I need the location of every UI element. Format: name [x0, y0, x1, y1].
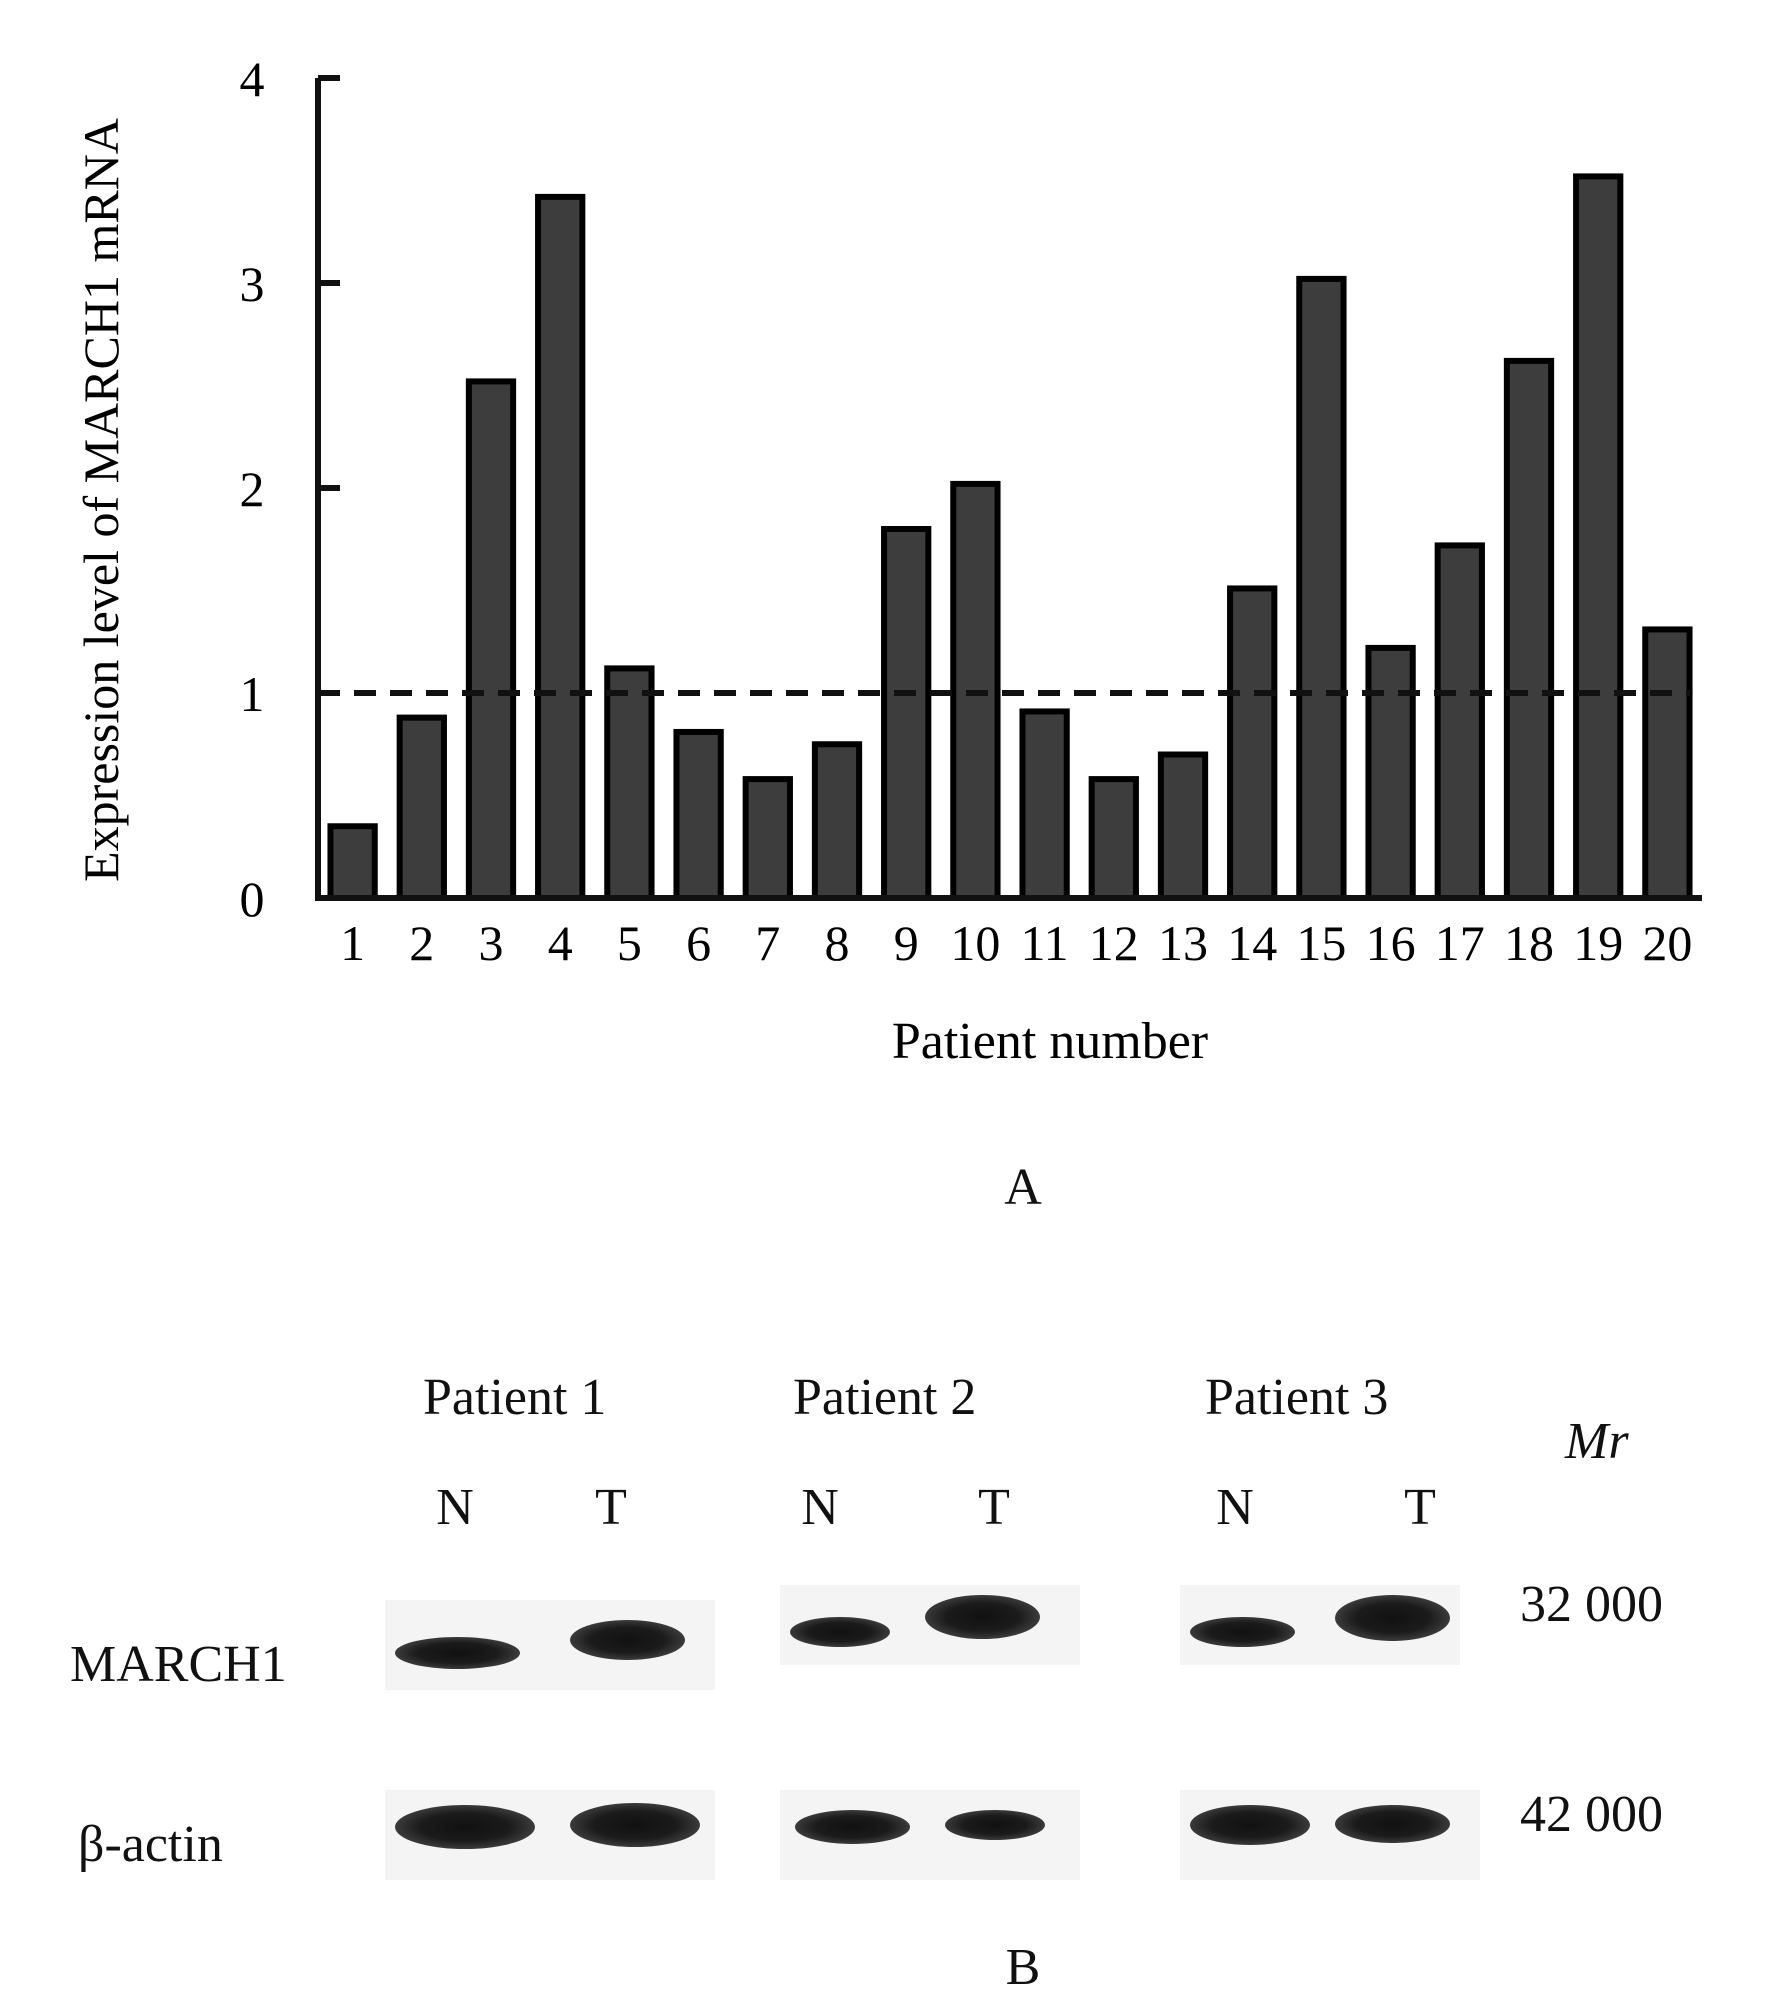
lane-label-p2-t: T	[978, 1479, 1010, 1536]
axes-group	[315, 78, 1702, 901]
march1-band-p3-n	[1190, 1617, 1295, 1647]
x-tick-label-1: 1	[340, 915, 365, 971]
bar-patient-13	[1157, 751, 1209, 901]
lane-label-p1-t: T	[595, 1479, 627, 1536]
lane-label-p3-t: T	[1404, 1479, 1436, 1536]
bar-patient-3	[465, 378, 517, 901]
x-tick-label-4: 4	[548, 915, 573, 971]
x-tick-label-14: 14	[1227, 915, 1277, 971]
march1-row-label: MARCH1	[70, 1636, 287, 1693]
x-tick-label-20: 20	[1642, 915, 1692, 971]
beta-actin-row-label: β-actin	[78, 1816, 223, 1873]
bar-patient-12	[1088, 776, 1139, 901]
march1-band-p2-t	[925, 1595, 1040, 1639]
panel-b-label: B	[1005, 1939, 1041, 1996]
march1-band-p2-n	[790, 1617, 890, 1647]
x-tick-label-6: 6	[686, 915, 711, 971]
y-tick-label-0: 0	[240, 871, 265, 927]
x-ticks-group: 1 2 3 4 5 6 7 8 9 10 11 12 13 14 15 16 17 18 19 20	[340, 915, 1692, 971]
x-tick-label-18: 18	[1504, 915, 1554, 971]
bar-patient-2	[396, 714, 447, 901]
bar-patient-18	[1503, 357, 1555, 901]
lane-label-p3-n: N	[1216, 1479, 1254, 1536]
patient-2-label: Patient 2	[793, 1369, 977, 1426]
y-tick-label-1: 1	[240, 666, 265, 722]
y-tick-label-2: 2	[240, 461, 265, 517]
bar-chart: Expression level of MARCH1 mRNA Patient …	[73, 51, 1702, 1070]
bar-patient-5	[604, 665, 655, 902]
bar-patient-6	[673, 728, 724, 902]
bar-patient-8	[811, 741, 863, 901]
bar-patient-17	[1434, 542, 1485, 902]
lane-label-p2-n: N	[801, 1479, 839, 1536]
x-tick-label-13: 13	[1158, 915, 1208, 971]
bar-patient-14	[1227, 585, 1278, 901]
bar-patient-15	[1296, 275, 1347, 901]
x-tick-label-8: 8	[825, 915, 850, 971]
mr-label: Mr	[1565, 1413, 1629, 1470]
actin-band-p2-n	[795, 1810, 910, 1844]
beta-actin-mr-value: 42 000	[1520, 1786, 1663, 1843]
bar-patient-9	[881, 526, 932, 901]
y-tick-label-3: 3	[240, 256, 265, 312]
x-tick-label-17: 17	[1435, 915, 1485, 971]
bar-patient-4	[535, 193, 586, 901]
x-tick-label-3: 3	[479, 915, 504, 971]
x-tick-label-5: 5	[617, 915, 642, 971]
bar-patient-19	[1573, 173, 1624, 901]
actin-band-p1-n	[395, 1805, 535, 1849]
bar-patient-1	[327, 823, 378, 901]
x-tick-label-11: 11	[1021, 915, 1069, 971]
actin-band-p3-t	[1335, 1805, 1450, 1843]
lane-label-p1-n: N	[436, 1479, 474, 1536]
panel-a-label: A	[1004, 1159, 1042, 1216]
x-tick-label-9: 9	[894, 915, 919, 971]
patient-3-label: Patient 3	[1205, 1369, 1389, 1426]
y-tick-label-4: 4	[240, 51, 265, 107]
actin-band-p3-n	[1190, 1805, 1310, 1845]
patient-1-label: Patient 1	[423, 1369, 607, 1426]
bars-group	[327, 173, 1693, 902]
x-tick-label-19: 19	[1573, 915, 1623, 971]
bar-patient-11	[1019, 708, 1070, 902]
march1-mr-value: 32 000	[1520, 1576, 1663, 1633]
bar-patient-16	[1365, 644, 1416, 902]
actin-band-p1-t	[570, 1803, 700, 1847]
bar-patient-20	[1642, 626, 1693, 901]
march1-band-p1-t	[570, 1620, 685, 1660]
y-ticks-group: 0 1 2 3 4	[240, 51, 340, 927]
x-tick-label-10: 10	[950, 915, 1000, 971]
x-tick-label-16: 16	[1366, 915, 1416, 971]
x-axis-label: Patient number	[892, 1013, 1208, 1070]
x-tick-label-12: 12	[1089, 915, 1139, 971]
march1-band-p3-t	[1335, 1595, 1450, 1641]
x-tick-label-15: 15	[1296, 915, 1346, 971]
actin-band-p2-t	[945, 1810, 1045, 1840]
y-axis-label: Expression level of MARCH1 mRNA	[73, 118, 129, 882]
march1-band-p1-n	[395, 1637, 520, 1669]
x-tick-label-2: 2	[409, 915, 434, 971]
bar-patient-7	[742, 776, 793, 901]
x-tick-label-7: 7	[755, 915, 780, 971]
